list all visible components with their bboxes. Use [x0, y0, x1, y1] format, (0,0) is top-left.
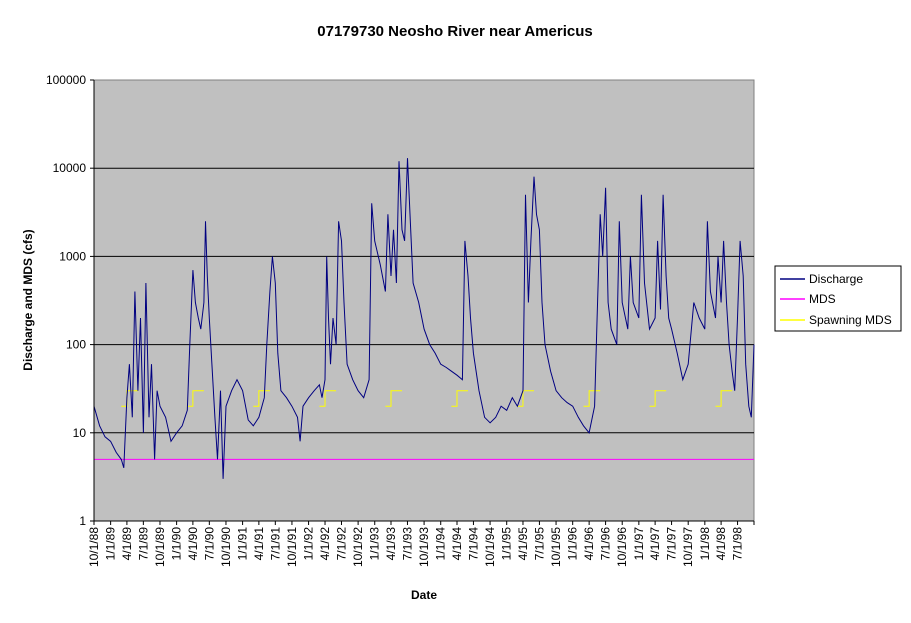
y-tick-label: 100 — [66, 338, 86, 352]
x-tick-label: 4/1/94 — [450, 527, 464, 561]
legend-label-discharge: Discharge — [809, 272, 863, 286]
x-tick-label: 10/1/93 — [417, 527, 431, 567]
x-tick-label: 7/1/98 — [731, 527, 745, 561]
series-spawning-mds-segment — [451, 390, 469, 407]
x-axis-label: Date — [411, 588, 437, 602]
x-tick-label: 10/1/95 — [549, 527, 563, 567]
series-layer — [93, 158, 755, 479]
x-tick-label: 10/1/92 — [351, 527, 365, 567]
x-tick-label: 1/1/95 — [500, 527, 514, 561]
x-tick-label: 10/1/89 — [153, 527, 167, 567]
x-tick-label: 10/1/97 — [681, 527, 695, 567]
y-tick-label: 100000 — [46, 73, 86, 87]
chart-title: 07179730 Neosho River near Americus — [317, 23, 592, 40]
x-tick-label: 10/1/96 — [615, 527, 629, 567]
x-tick-label: 7/1/95 — [532, 527, 546, 561]
x-tick-label: 4/1/89 — [120, 527, 134, 561]
legend: Discharge MDS Spawning MDS — [774, 265, 902, 332]
x-tick-label: 1/1/93 — [368, 527, 382, 561]
plot-area — [93, 79, 755, 522]
y-axis-ticks: 1 10 100 1000 10000 100000 — [46, 73, 94, 528]
series-spawning-mds-segment — [385, 390, 403, 407]
x-tick-label: 7/1/89 — [136, 527, 150, 561]
x-tick-label: 4/1/90 — [186, 527, 200, 561]
legend-label-mds: MDS — [809, 292, 836, 306]
x-tick-label: 7/1/94 — [466, 527, 480, 561]
x-tick-label: 4/1/93 — [384, 527, 398, 561]
x-tick-label: 1/1/92 — [302, 527, 316, 561]
x-tick-label: 4/1/92 — [318, 527, 332, 561]
grid-lines — [94, 167, 754, 434]
x-tick-label: 1/1/96 — [566, 527, 580, 561]
series-spawning-mds-segment — [649, 390, 667, 407]
series-spawning-mds-segment — [715, 390, 733, 407]
x-tick-label: 7/1/96 — [599, 527, 613, 561]
x-tick-label: 4/1/91 — [252, 527, 266, 561]
legend-label-spawning-mds: Spawning MDS — [809, 313, 892, 327]
x-tick-label: 1/1/98 — [698, 527, 712, 561]
x-tick-label: 4/1/95 — [516, 527, 530, 561]
x-tick-label: 7/1/90 — [202, 527, 216, 561]
x-tick-label: 10/1/94 — [483, 527, 497, 567]
x-axis-ticks: 10/1/88 1/1/89 4/1/89 7/1/89 10/1/89 1/1/90 4/… — [87, 521, 755, 567]
series-spawning-mds-segment — [187, 390, 204, 407]
x-tick-label: 7/1/93 — [400, 527, 414, 561]
y-tick-label: 10000 — [53, 161, 87, 175]
x-tick-label: 1/1/97 — [632, 527, 646, 561]
x-tick-label: 7/1/91 — [268, 527, 282, 561]
series-spawning-mds-segment — [517, 390, 534, 407]
x-tick-label: 10/1/91 — [285, 527, 299, 567]
y-tick-label: 1000 — [59, 249, 86, 263]
x-tick-label: 1/1/94 — [434, 527, 448, 561]
x-tick-label: 1/1/91 — [236, 527, 250, 561]
x-tick-label: 10/1/88 — [87, 527, 101, 567]
x-tick-label: 4/1/96 — [582, 527, 596, 561]
y-tick-label: 1 — [79, 514, 86, 528]
x-tick-label: 1/1/89 — [104, 527, 118, 561]
x-tick-label: 1/1/90 — [170, 527, 184, 561]
x-tick-label: 4/1/98 — [714, 527, 728, 561]
x-tick-label: 7/1/97 — [665, 527, 679, 561]
y-tick-label: 10 — [73, 426, 87, 440]
y-axis-label: Discharge and MDS (cfs) — [21, 229, 35, 370]
x-tick-label: 7/1/92 — [334, 527, 348, 561]
series-spawning-mds-segment — [319, 390, 337, 407]
x-tick-label: 4/1/97 — [648, 527, 662, 561]
series-discharge-line — [93, 158, 755, 479]
x-tick-label: 10/1/90 — [219, 527, 233, 567]
